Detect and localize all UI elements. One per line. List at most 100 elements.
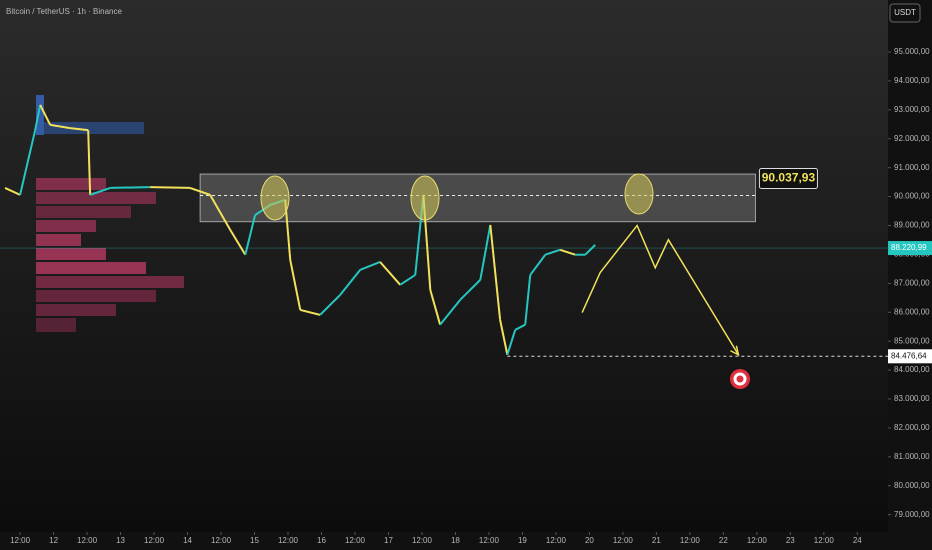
profile-bar	[36, 192, 156, 204]
x-tick-label: 12:00	[747, 536, 768, 545]
price-segment	[319, 294, 341, 316]
price-segment	[89, 186, 111, 196]
price-segment	[479, 224, 492, 281]
price-segment	[529, 254, 547, 276]
x-tick-label: 12:00	[10, 536, 31, 545]
x-tick-label: 12:00	[144, 536, 165, 545]
price-segment	[439, 299, 461, 326]
y-tick-label: 89.000,00	[894, 221, 930, 230]
price-segment	[399, 274, 416, 286]
price-segment	[339, 269, 362, 296]
x-tick-label: 17	[384, 536, 393, 545]
profile-bar	[36, 95, 44, 135]
y-tick-label: 87.000,00	[894, 278, 930, 287]
x-tick-label: 12:00	[814, 536, 835, 545]
price-segment	[359, 261, 381, 271]
price-segment	[524, 274, 532, 325]
x-tick-label: 12:00	[546, 536, 567, 545]
price-segment	[34, 104, 42, 131]
x-tick-label: 12:00	[345, 536, 366, 545]
price-segment	[544, 248, 561, 256]
last-price-box	[888, 241, 932, 256]
profile-bar	[36, 220, 96, 232]
last-price-label: 88.220,99	[891, 243, 927, 252]
target-label-box	[888, 349, 932, 364]
x-tick-label: 12:00	[613, 536, 634, 545]
x-tick-label: 24	[853, 536, 862, 545]
price-segment	[559, 248, 576, 256]
price-segment	[429, 289, 442, 325]
projection-arrowhead	[730, 345, 740, 357]
highlight-circle	[410, 175, 440, 221]
price-segment	[39, 104, 52, 126]
price-axis	[888, 0, 932, 550]
x-tick-label: 12	[49, 536, 58, 545]
price-segment	[514, 323, 526, 331]
volume-profile	[36, 95, 184, 332]
y-tick-label: 90.000,00	[894, 192, 930, 201]
y-tick-label: 86.000,00	[894, 307, 930, 316]
y-tick-label: 91.000,00	[894, 163, 930, 172]
x-tick-label: 12:00	[680, 536, 701, 545]
y-tick-label: 79.000,00	[894, 510, 930, 519]
target-label: 84.476,64	[891, 351, 927, 360]
resistance-label: 90.037,93	[762, 171, 816, 185]
y-tick-label: 80.000,00	[894, 481, 930, 490]
target-ring	[736, 375, 744, 383]
price-segment	[87, 130, 92, 195]
price-segment	[289, 259, 302, 311]
price-segment	[300, 308, 321, 316]
price-segment	[4, 187, 21, 196]
profile-bar	[44, 122, 144, 134]
x-tick-label: 19	[518, 536, 527, 545]
price-segment	[189, 186, 211, 196]
y-tick-label: 81.000,00	[894, 452, 930, 461]
y-tick-label: 84.000,00	[894, 365, 930, 374]
highlight-circle	[624, 173, 654, 215]
x-tick-label: 14	[183, 536, 192, 545]
x-tick-label: 12:00	[412, 536, 433, 545]
highlight-circle	[260, 175, 290, 221]
profile-bar	[36, 262, 146, 274]
x-tick-label: 18	[451, 536, 460, 545]
y-tick-label: 95.000,00	[894, 47, 930, 56]
x-tick-label: 13	[116, 536, 125, 545]
profile-bar	[36, 206, 131, 218]
price-segment	[19, 129, 37, 196]
y-tick-label: 92.000,00	[894, 134, 930, 143]
resistance-label-box	[758, 168, 818, 190]
profile-bar	[36, 248, 106, 260]
x-tick-label: 21	[652, 536, 661, 545]
price-segment	[244, 214, 257, 255]
x-tick-label: 22	[719, 536, 728, 545]
x-tick-label: 12:00	[77, 536, 98, 545]
price-segment	[584, 244, 596, 256]
x-tick-label: 12:00	[479, 536, 500, 545]
x-tick-label: 20	[585, 536, 594, 545]
profile-bar	[36, 304, 116, 316]
price-segment	[110, 186, 151, 189]
price-segment	[150, 186, 191, 189]
price-segment	[499, 319, 509, 355]
x-tick-label: 12:00	[278, 536, 299, 545]
profile-bar	[36, 290, 156, 302]
price-segment	[50, 123, 71, 130]
currency-button[interactable]	[889, 3, 921, 23]
y-tick-label: 82.000,00	[894, 423, 930, 432]
chart-title: Bitcoin / TetherUS · 1h · Binance	[6, 7, 122, 16]
currency-label[interactable]: USDT	[894, 8, 916, 17]
price-segment	[209, 194, 232, 231]
y-tick-label: 93.000,00	[894, 105, 930, 114]
price-segment	[506, 329, 517, 356]
resistance-zone	[199, 173, 756, 223]
x-tick-label: 12:00	[211, 536, 232, 545]
price-segment	[489, 224, 502, 320]
price-segment	[459, 279, 481, 301]
profile-bar	[36, 178, 106, 190]
x-tick-label: 15	[250, 536, 259, 545]
projection-path	[581, 224, 740, 356]
x-tick-label: 16	[317, 536, 326, 545]
profile-bar	[36, 276, 184, 288]
